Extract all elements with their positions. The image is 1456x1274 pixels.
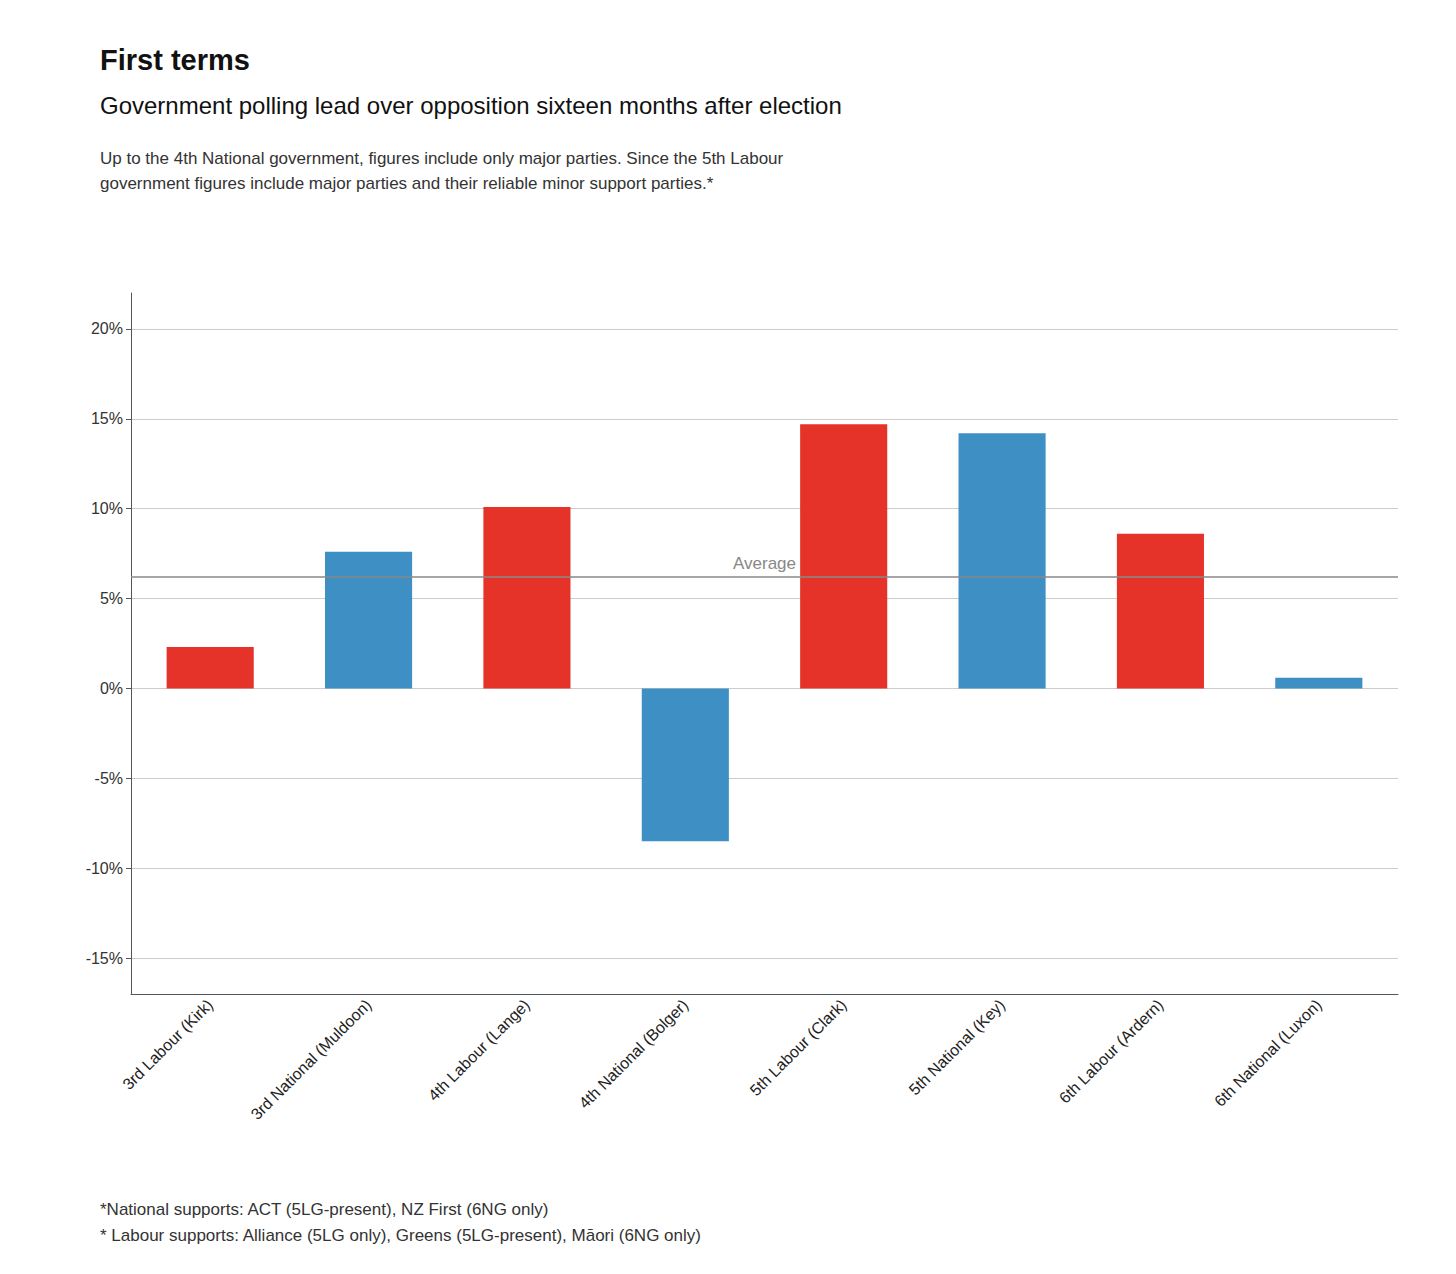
svg-text:0%: 0% bbox=[100, 680, 123, 697]
svg-text:10%: 10% bbox=[91, 500, 123, 517]
svg-text:-5%: -5% bbox=[95, 770, 123, 787]
svg-text:4th National (Bolger): 4th National (Bolger) bbox=[576, 996, 692, 1112]
svg-text:*National supports: ACT (5LG-p: *National supports: ACT (5LG-present), N… bbox=[100, 1200, 548, 1219]
svg-text:3rd Labour (Kirk): 3rd Labour (Kirk) bbox=[119, 996, 216, 1093]
svg-text:-10%: -10% bbox=[86, 860, 123, 877]
svg-text:4th Labour (Lange): 4th Labour (Lange) bbox=[425, 996, 533, 1104]
svg-text:-15%: -15% bbox=[86, 950, 123, 967]
svg-text:5th National (Key): 5th National (Key) bbox=[906, 996, 1008, 1098]
svg-text:20%: 20% bbox=[91, 320, 123, 337]
svg-text:6th Labour (Ardern): 6th Labour (Ardern) bbox=[1056, 996, 1167, 1107]
svg-text:* Labour supports: Alliance (5: * Labour supports: Alliance (5LG only), … bbox=[100, 1226, 701, 1245]
svg-text:government figures include maj: government figures include major parties… bbox=[100, 174, 714, 193]
svg-text:First terms: First terms bbox=[100, 44, 250, 76]
svg-text:Government polling lead over o: Government polling lead over opposition … bbox=[100, 92, 842, 119]
svg-text:Up to the 4th National governm: Up to the 4th National government, figur… bbox=[100, 149, 784, 168]
svg-text:3rd National (Muldoon): 3rd National (Muldoon) bbox=[248, 996, 375, 1123]
svg-text:15%: 15% bbox=[91, 410, 123, 427]
svg-text:5th Labour (Clark): 5th Labour (Clark) bbox=[747, 996, 850, 1099]
svg-text:6th National (Luxon): 6th National (Luxon) bbox=[1211, 996, 1325, 1110]
svg-text:5%: 5% bbox=[100, 590, 123, 607]
svg-text:Average: Average bbox=[733, 554, 796, 573]
